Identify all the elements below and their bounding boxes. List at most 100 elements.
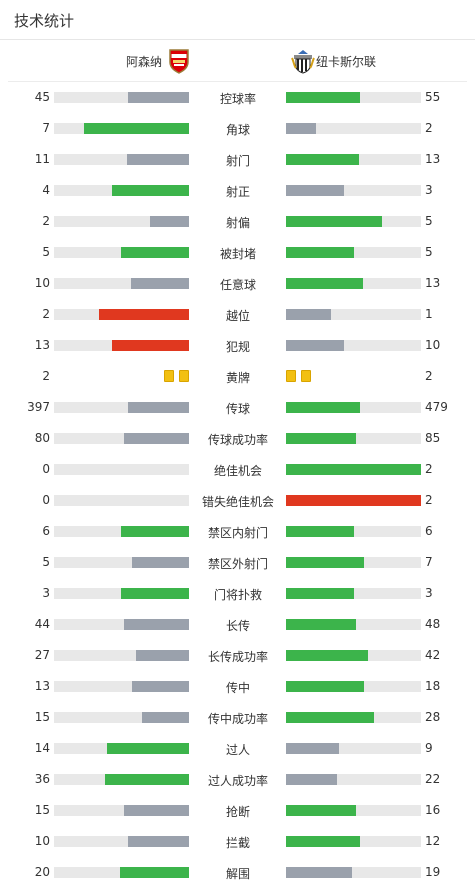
stat-label: 射正: [225, 185, 250, 199]
stat-label: 抢断: [225, 805, 250, 819]
stat-row: 3 门将扑救 3: [0, 578, 475, 609]
home-bar-track: [54, 557, 189, 568]
home-bar-track: [54, 92, 189, 103]
stat-label: 过人成功率: [207, 774, 268, 788]
home-value: 20: [34, 865, 50, 879]
home-bar-fill: [131, 278, 189, 289]
away-bar-track: [286, 526, 421, 537]
away-value: 6: [425, 524, 433, 538]
home-bar-track: [54, 464, 189, 475]
home-value: 13: [34, 338, 50, 352]
home-bar-track: [54, 278, 189, 289]
home-bar-fill: [84, 123, 189, 134]
home-bar-track: [54, 712, 189, 723]
stat-row: 0 错失绝佳机会 2: [0, 485, 475, 516]
home-bar-fill: [121, 526, 189, 537]
stat-row: 36 过人成功率 22: [0, 764, 475, 795]
stat-row: 44 长传 48: [0, 609, 475, 640]
away-bar-fill: [286, 123, 316, 134]
stat-label: 控球率: [219, 92, 256, 106]
away-bar-fill: [286, 619, 356, 630]
away-bar-track: [286, 619, 421, 630]
away-value: 5: [425, 214, 433, 228]
home-bar-track: [54, 650, 189, 661]
stat-label: 犯规: [225, 340, 250, 354]
away-bar-fill: [286, 464, 421, 475]
away-bar-fill: [286, 247, 354, 258]
stat-label: 传球: [225, 402, 250, 416]
away-value: 22: [425, 772, 441, 786]
home-value: 80: [34, 431, 50, 445]
yellow-card-icon: [301, 370, 311, 382]
away-bar-fill: [286, 216, 382, 227]
stat-row: 4 射正 3: [0, 175, 475, 206]
home-value: 397: [27, 400, 50, 414]
away-value: 2: [425, 493, 433, 507]
away-value: 12: [425, 834, 441, 848]
stat-row: 20 解围 19: [0, 857, 475, 888]
home-value: 15: [34, 710, 50, 724]
away-bar-track: [286, 557, 421, 568]
home-bar-track: [54, 154, 189, 165]
home-value: 27: [34, 648, 50, 662]
away-bar-fill: [286, 557, 364, 568]
home-bar-track: [54, 247, 189, 258]
away-value: 13: [425, 152, 441, 166]
stat-row: 14 过人 9: [0, 733, 475, 764]
away-value: 9: [425, 741, 433, 755]
away-value: 85: [425, 431, 441, 445]
stat-label: 绝佳机会: [213, 464, 262, 478]
yellow-card-icon: [286, 370, 296, 382]
stat-row: 45 控球率 55: [0, 82, 475, 113]
home-value: 3: [42, 586, 50, 600]
away-team[interactable]: 纽卡斯尔联: [290, 48, 382, 74]
home-value: 10: [34, 834, 50, 848]
stat-row: 5 禁区外射门 7: [0, 547, 475, 578]
away-bar-fill: [286, 340, 344, 351]
home-team[interactable]: 阿森纳: [126, 48, 190, 74]
stat-row: 10 拦截 12: [0, 826, 475, 857]
stat-label: 拦截: [225, 836, 250, 850]
stat-row: 13 传中 18: [0, 671, 475, 702]
away-bar-track: [286, 309, 421, 320]
home-bar-fill: [124, 805, 189, 816]
away-bar-fill: [286, 154, 359, 165]
home-value: 4: [42, 183, 50, 197]
away-bar-track: [286, 340, 421, 351]
home-bar-fill: [121, 588, 189, 599]
home-bar-fill: [132, 557, 189, 568]
home-bar-fill: [127, 154, 189, 165]
away-bar-track: [286, 185, 421, 196]
away-bar-fill: [286, 309, 331, 320]
stat-row: 15 传中成功率 28: [0, 702, 475, 733]
stat-row: 27 长传成功率 42: [0, 640, 475, 671]
away-bar-track: [286, 464, 421, 475]
home-bar-track: [54, 433, 189, 444]
stat-label: 射偏: [225, 216, 250, 230]
away-value: 18: [425, 679, 441, 693]
stat-label: 被封堵: [219, 247, 256, 261]
home-value: 0: [42, 493, 50, 507]
home-value: 10: [34, 276, 50, 290]
stat-label: 长传成功率: [207, 650, 268, 664]
away-value: 42: [425, 648, 441, 662]
away-bar-fill: [286, 712, 374, 723]
away-bar-fill: [286, 774, 337, 785]
away-bar-track: [286, 681, 421, 692]
home-value: 2: [42, 307, 50, 321]
away-value: 3: [425, 183, 433, 197]
home-bar-track: [54, 309, 189, 320]
home-value: 15: [34, 803, 50, 817]
stat-row: 10 任意球 13: [0, 268, 475, 299]
stat-label: 传中成功率: [207, 712, 268, 726]
stat-label: 门将扑救: [213, 588, 262, 602]
yellow-card-icon: [179, 370, 189, 382]
stat-label: 传球成功率: [207, 433, 268, 447]
home-value: 5: [42, 555, 50, 569]
stat-row: 0 绝佳机会 2: [0, 454, 475, 485]
away-value: 479: [425, 400, 448, 414]
stat-label: 任意球: [219, 278, 256, 292]
home-value: 44: [34, 617, 50, 631]
away-bar-fill: [286, 681, 364, 692]
away-bar-track: [286, 154, 421, 165]
